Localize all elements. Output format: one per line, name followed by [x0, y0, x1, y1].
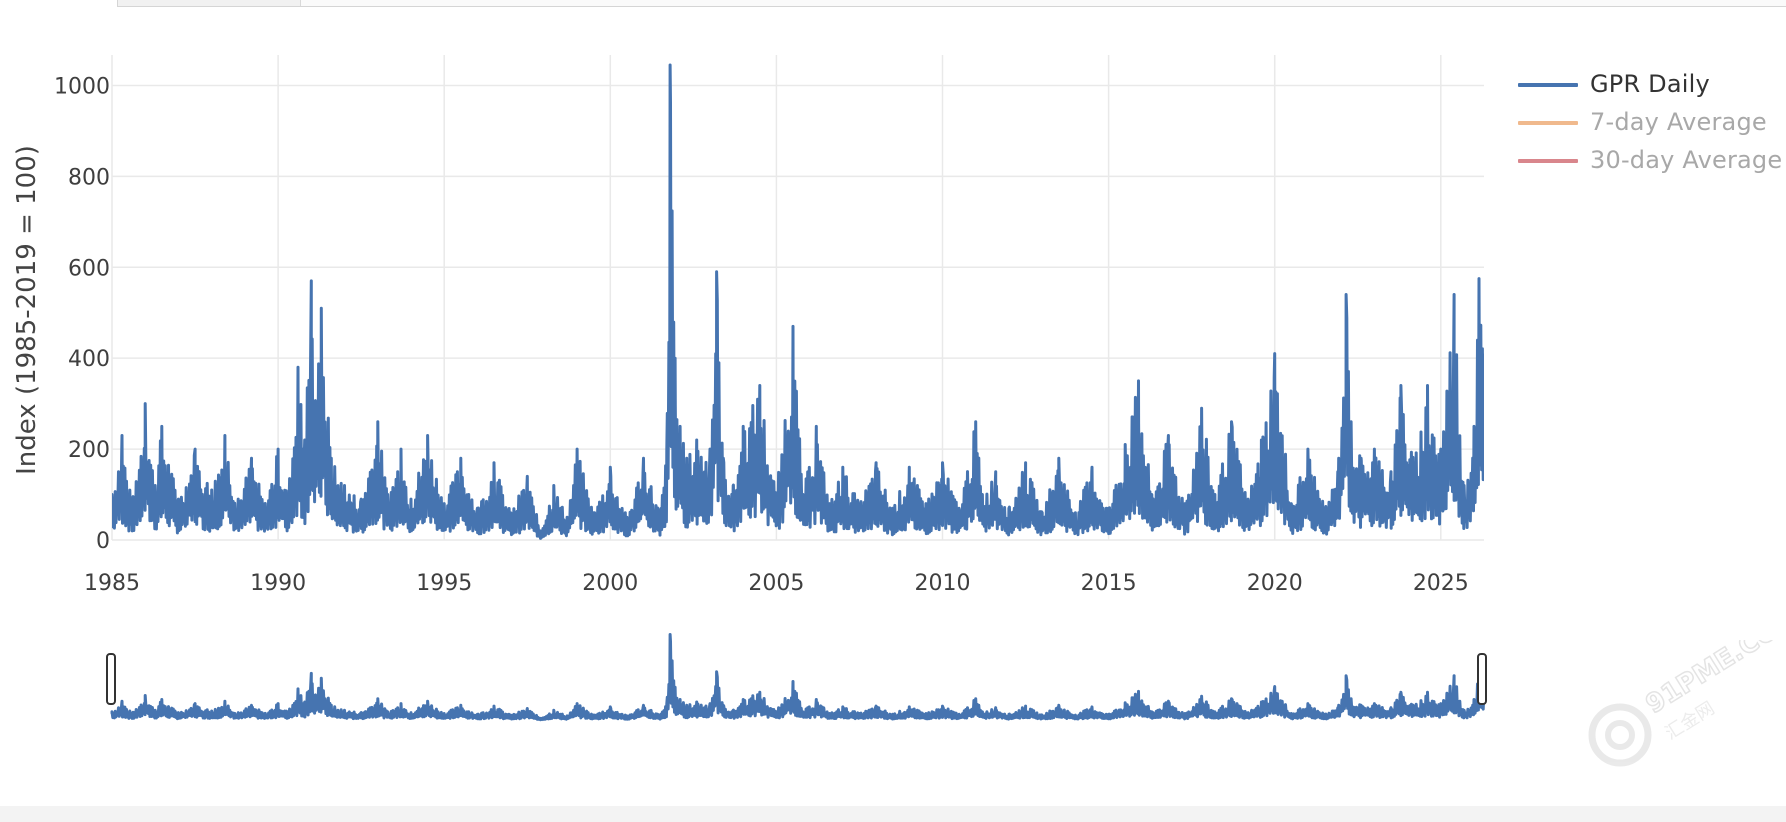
legend-swatch	[1518, 121, 1578, 125]
y-tick-label: 800	[68, 165, 110, 190]
x-tick-label: 2015	[1081, 571, 1137, 596]
grid-lines	[111, 55, 1484, 541]
legend-label: 7-day Average	[1590, 108, 1767, 136]
y-tick-label: 200	[68, 438, 110, 463]
y-axis-ticks: 0 200 400 600 800 1000	[54, 74, 110, 554]
legend-label: GPR Daily	[1590, 70, 1710, 98]
x-tick-label: 2020	[1247, 571, 1303, 596]
legend-swatch	[1518, 159, 1578, 163]
x-tick-label: 1995	[416, 571, 472, 596]
x-tick-label: 2005	[748, 571, 804, 596]
y-tick-label: 600	[68, 256, 110, 281]
range-slider-handle-left[interactable]	[106, 653, 116, 705]
y-axis-label: Index (1985-2019 = 100)	[12, 145, 42, 475]
toolbar-segment[interactable]	[118, 0, 301, 6]
series-line-gpr-daily	[112, 63, 1484, 540]
watermark-logo: 91PME.COM 汇金网	[1588, 640, 1785, 767]
x-tick-label: 1985	[84, 571, 140, 596]
toolbar-strip	[117, 0, 1786, 7]
y-tick-label: 0	[96, 529, 110, 554]
range-slider-series-line	[110, 633, 1486, 722]
range-slider[interactable]	[106, 633, 1487, 722]
x-tick-label: 2010	[915, 571, 971, 596]
bottom-bar	[0, 806, 1786, 822]
range-slider-handle-right[interactable]	[1477, 653, 1487, 705]
y-tick-label: 400	[68, 347, 110, 372]
x-axis-ticks: 1985 1990 1995 2000 2005 2010 2015 2020 2025	[84, 571, 1469, 596]
legend-label: 30-day Average	[1590, 146, 1783, 174]
x-tick-label: 2000	[582, 571, 638, 596]
x-tick-label: 2025	[1413, 571, 1469, 596]
y-tick-label: 1000	[54, 74, 110, 99]
legend-swatch	[1518, 83, 1578, 87]
x-tick-label: 1990	[250, 571, 306, 596]
